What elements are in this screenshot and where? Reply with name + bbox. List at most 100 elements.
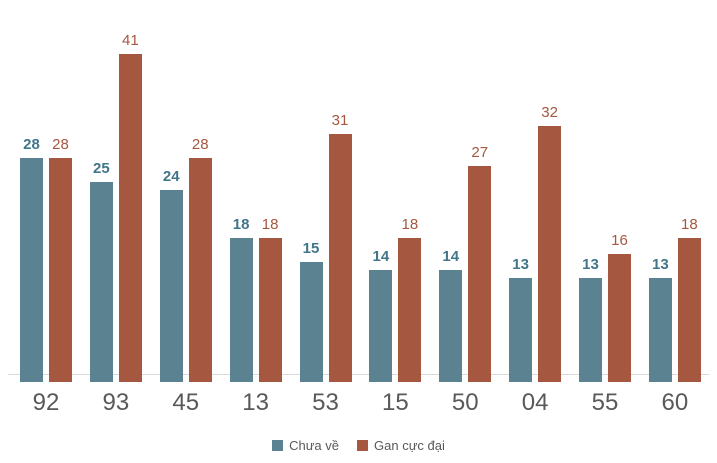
bar-group: 14 27 50 xyxy=(439,144,492,420)
bar xyxy=(468,166,492,382)
bar xyxy=(49,158,72,382)
x-axis-label: 55 xyxy=(591,389,619,416)
bar-value-label: 31 xyxy=(331,112,349,129)
bar-column: 16 xyxy=(608,232,631,382)
x-axis-label: 92 xyxy=(32,389,60,416)
bar xyxy=(538,126,562,382)
bar xyxy=(159,190,183,382)
bar-group: 13 32 04 xyxy=(509,104,562,420)
bar-value-label: 14 xyxy=(442,248,460,265)
bar xyxy=(369,270,393,382)
bar-value-label: 18 xyxy=(261,216,279,233)
bar xyxy=(258,238,282,382)
bar-column: 28 xyxy=(20,136,43,382)
bar-pair: 13 16 xyxy=(579,232,631,382)
bar-column: 14 xyxy=(439,248,463,382)
bar-pair: 13 18 xyxy=(648,216,701,382)
bar-value-label: 28 xyxy=(191,136,209,153)
bar-pair: 28 28 xyxy=(20,136,72,382)
bar-group: 18 18 13 xyxy=(229,216,282,420)
bar-column: 27 xyxy=(468,144,492,382)
bar-group: 13 16 55 xyxy=(579,232,631,420)
bar-column: 14 xyxy=(369,248,393,382)
bar xyxy=(398,238,422,382)
bar-group: 25 41 93 xyxy=(89,32,142,420)
bar-value-label: 24 xyxy=(162,168,180,185)
x-axis-label: 04 xyxy=(521,389,549,416)
bar-value-label: 14 xyxy=(372,248,390,265)
legend-label: Chưa về xyxy=(289,438,340,453)
bar xyxy=(677,238,701,382)
bar-value-label: 15 xyxy=(302,240,320,257)
bar-column: 15 xyxy=(299,240,323,382)
bar-column: 18 xyxy=(677,216,701,382)
bar-pair: 13 32 xyxy=(509,104,562,382)
bar-value-label: 13 xyxy=(512,256,529,273)
bar-value-label: 28 xyxy=(52,136,69,153)
bar-value-label: 18 xyxy=(681,216,698,233)
x-axis-line xyxy=(8,374,709,375)
plot-area: 28 28 92 25 41 93 24 28 45 18 18 13 15 31 53 14 18 15 14 27… xyxy=(20,0,701,420)
legend-item-gan-cuc-dai: Gan cực đại xyxy=(357,438,445,453)
bar-column: 13 xyxy=(509,256,533,382)
x-axis-label: 45 xyxy=(172,389,200,416)
bar-column: 25 xyxy=(89,160,113,382)
bar-value-label: 28 xyxy=(23,136,40,153)
legend-swatch-teal-icon xyxy=(272,440,284,451)
x-axis-label: 93 xyxy=(102,389,130,416)
bar-column: 18 xyxy=(229,216,253,382)
bar-group: 28 28 92 xyxy=(20,136,72,420)
bar xyxy=(328,134,352,382)
bar xyxy=(439,270,463,382)
x-axis-label: 13 xyxy=(242,389,269,416)
x-axis-label: 53 xyxy=(312,389,339,416)
bar-value-label: 16 xyxy=(611,232,628,249)
bar-value-label: 27 xyxy=(471,144,489,161)
bar-pair: 15 31 xyxy=(299,112,352,382)
bar-value-label: 25 xyxy=(93,160,110,177)
bar-pair: 25 41 xyxy=(89,32,142,382)
bar xyxy=(20,158,43,382)
bar-group: 24 28 45 xyxy=(159,136,212,420)
bar xyxy=(608,254,631,382)
bar-column: 32 xyxy=(538,104,562,382)
bar-column: 13 xyxy=(648,256,672,382)
legend-item-chua-ve: Chưa về xyxy=(272,438,339,453)
bar-value-label: 18 xyxy=(232,216,250,233)
bar xyxy=(89,182,113,382)
bar-column: 13 xyxy=(579,256,602,382)
bar-column: 28 xyxy=(49,136,72,382)
bar-value-label: 18 xyxy=(401,216,419,233)
bar-column: 31 xyxy=(328,112,352,382)
bar xyxy=(299,262,323,382)
bar-column: 18 xyxy=(398,216,422,382)
legend-swatch-red-icon xyxy=(357,440,369,451)
bar-column: 24 xyxy=(159,168,183,382)
bar-value-label: 32 xyxy=(541,104,558,121)
bar-column: 28 xyxy=(188,136,212,382)
bar-group: 14 18 15 xyxy=(369,216,422,420)
legend: Chưa về Gan cực đại xyxy=(0,438,717,453)
bar-column: 41 xyxy=(118,32,142,382)
bar-group: 13 18 60 xyxy=(648,216,701,420)
x-axis-label: 50 xyxy=(451,389,479,416)
bar xyxy=(579,278,602,382)
x-axis-label: 15 xyxy=(382,389,409,416)
bar-value-label: 13 xyxy=(582,256,599,273)
bar-group: 15 31 53 xyxy=(299,112,352,420)
bar-pair: 24 28 xyxy=(159,136,212,382)
bar xyxy=(188,158,212,382)
bar-column: 18 xyxy=(258,216,282,382)
bar-value-label: 13 xyxy=(652,256,669,273)
bar-value-label: 41 xyxy=(122,32,139,49)
legend-label: Gan cực đại xyxy=(374,438,445,453)
bar xyxy=(118,54,142,382)
bar xyxy=(509,278,533,382)
bar xyxy=(229,238,253,382)
bar-pair: 14 18 xyxy=(369,216,422,382)
x-axis-label: 60 xyxy=(661,389,689,416)
bar-pair: 18 18 xyxy=(229,216,282,382)
bar-pair: 14 27 xyxy=(439,144,492,382)
bar xyxy=(648,278,672,382)
